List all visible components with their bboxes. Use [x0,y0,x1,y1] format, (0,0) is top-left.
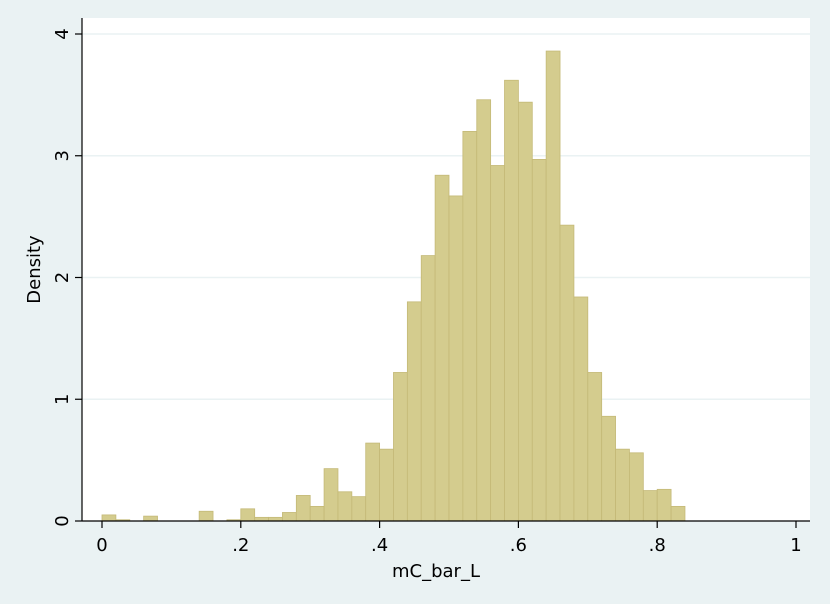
histogram-bar [545,50,561,522]
histogram-bar [615,448,630,522]
histogram-bar [198,510,214,522]
x-tick-label: .2 [232,535,249,556]
y-tick-label: 2 [52,272,73,283]
y-tick-label: 3 [52,150,73,161]
histogram-bar [282,512,297,522]
histogram-bar [587,372,603,522]
histogram-bar [642,490,658,522]
histogram-bar [379,448,394,522]
histogram-bar [462,130,478,522]
histogram-bar [365,442,381,522]
x-tick-label: 0 [96,535,107,556]
histogram-bar [295,495,311,522]
y-tick-label: 1 [52,394,73,405]
histogram-bar [143,515,158,522]
histogram-bar [420,255,436,522]
histogram-bar [351,496,367,522]
histogram-bar [601,415,616,522]
y-tick-label: 0 [52,515,73,526]
histogram-bar [629,452,644,522]
histogram-bar [323,468,339,522]
histogram-bar [448,195,464,522]
histogram-bar [309,505,325,522]
x-tick-label: 1 [790,535,801,556]
histogram-bar [240,508,256,522]
histogram-bar [504,79,519,522]
tick-marks: 0 .2 .4 .6 .8 1 0 1 2 3 4 [52,28,802,556]
x-tick-label: .6 [510,535,527,556]
histogram-bar [406,301,422,522]
histogram-bars [101,50,686,522]
histogram-bar [559,224,575,522]
x-axis-title: mC_bar_L [392,561,480,582]
axes [81,18,810,522]
histogram-bar [490,165,505,522]
histogram-bar [531,159,547,522]
histogram-bar [337,491,353,522]
x-tick-label: .4 [371,535,388,556]
histogram-bar [518,101,533,522]
y-tick-label: 4 [52,28,73,39]
histogram-bar [476,99,492,522]
histogram-bar [434,174,450,522]
y-axis-title: Density [24,235,45,304]
histogram-bar [101,514,117,522]
histogram-bar [573,296,589,522]
histogram-bar [670,505,686,522]
histogram-bar [656,488,672,522]
x-tick-label: .8 [649,535,666,556]
histogram-bar [393,372,408,522]
